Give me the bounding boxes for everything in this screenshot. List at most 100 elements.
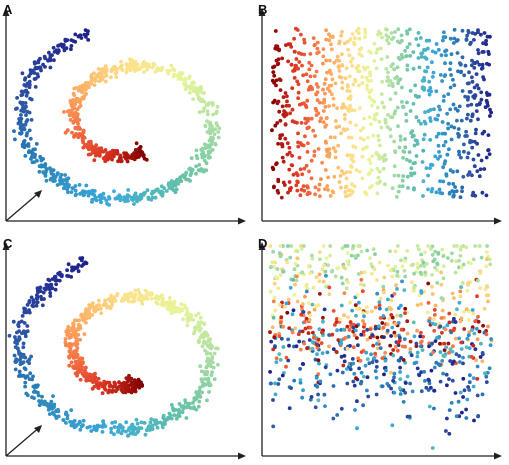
data-point — [450, 291, 455, 296]
data-point — [88, 372, 92, 377]
data-point — [296, 332, 301, 337]
data-point — [112, 189, 116, 194]
data-point — [458, 319, 463, 324]
data-point — [273, 308, 278, 313]
data-point — [277, 334, 282, 339]
data-point — [92, 83, 97, 87]
data-point — [206, 143, 211, 148]
data-point — [348, 367, 353, 372]
data-point — [163, 301, 168, 305]
data-point — [27, 149, 32, 153]
data-point — [388, 249, 392, 254]
data-point — [382, 372, 386, 377]
data-point — [348, 300, 352, 305]
data-point — [372, 59, 377, 63]
data-point — [109, 75, 113, 80]
data-point — [459, 265, 464, 270]
panel-b-points — [270, 26, 493, 200]
data-point — [483, 287, 488, 292]
data-point — [430, 253, 435, 257]
data-point — [358, 128, 363, 133]
data-point — [306, 301, 311, 305]
data-point — [314, 82, 319, 86]
data-point — [210, 139, 215, 143]
data-point — [426, 281, 431, 286]
data-point — [325, 184, 330, 188]
data-point — [315, 40, 320, 45]
data-point — [150, 65, 155, 70]
data-point — [347, 89, 352, 94]
data-point — [167, 186, 172, 190]
data-point — [345, 153, 350, 158]
data-point — [119, 159, 124, 164]
data-point — [322, 100, 327, 105]
data-point — [142, 421, 147, 425]
data-point — [273, 392, 278, 397]
data-point — [462, 142, 466, 147]
panel-b-axes — [258, 8, 502, 225]
data-point — [150, 423, 155, 428]
data-point — [81, 129, 86, 133]
data-point — [83, 311, 88, 316]
data-point — [454, 39, 459, 43]
data-point — [171, 188, 176, 193]
data-point — [432, 328, 437, 333]
data-point — [410, 129, 415, 134]
data-point — [415, 142, 420, 146]
data-point — [169, 308, 174, 312]
data-point — [420, 160, 425, 164]
data-point — [452, 41, 456, 45]
data-point — [337, 69, 342, 73]
data-point — [12, 129, 16, 134]
data-point — [468, 373, 472, 378]
data-point — [355, 399, 359, 404]
data-point — [183, 87, 188, 92]
data-point — [448, 85, 453, 90]
data-point — [480, 392, 485, 397]
data-point — [441, 99, 446, 103]
z-axis-arrow — [34, 425, 42, 433]
data-point — [299, 312, 304, 317]
data-point — [469, 63, 474, 68]
data-point — [427, 404, 432, 409]
data-point — [133, 288, 138, 293]
data-point — [459, 70, 463, 75]
data-point — [343, 117, 347, 121]
data-point — [429, 385, 433, 390]
data-point — [291, 172, 296, 177]
data-point — [397, 358, 402, 363]
data-point — [301, 184, 306, 189]
data-point — [73, 188, 78, 193]
data-point — [295, 28, 300, 32]
data-point — [321, 315, 325, 320]
data-point — [385, 322, 390, 327]
data-point — [156, 297, 161, 301]
data-point — [311, 340, 315, 345]
data-point — [142, 70, 146, 74]
data-point — [470, 58, 474, 63]
data-point — [206, 112, 210, 117]
data-point — [464, 129, 468, 134]
data-point — [320, 160, 324, 165]
data-point — [96, 376, 101, 381]
data-point — [144, 157, 149, 162]
data-point — [272, 80, 276, 85]
data-point — [310, 346, 315, 351]
data-point — [286, 59, 290, 64]
data-point — [452, 296, 456, 300]
data-point — [464, 38, 469, 42]
data-point — [447, 147, 451, 152]
data-point — [312, 307, 317, 312]
data-point — [431, 259, 436, 264]
data-point — [286, 244, 290, 248]
data-point — [47, 283, 52, 287]
data-point — [484, 38, 488, 43]
data-point — [175, 73, 180, 78]
data-point — [172, 413, 177, 418]
data-point — [403, 306, 408, 311]
data-point — [210, 125, 214, 130]
data-point — [78, 98, 83, 103]
data-point — [63, 130, 68, 135]
data-point — [452, 27, 457, 32]
data-point — [337, 317, 342, 322]
